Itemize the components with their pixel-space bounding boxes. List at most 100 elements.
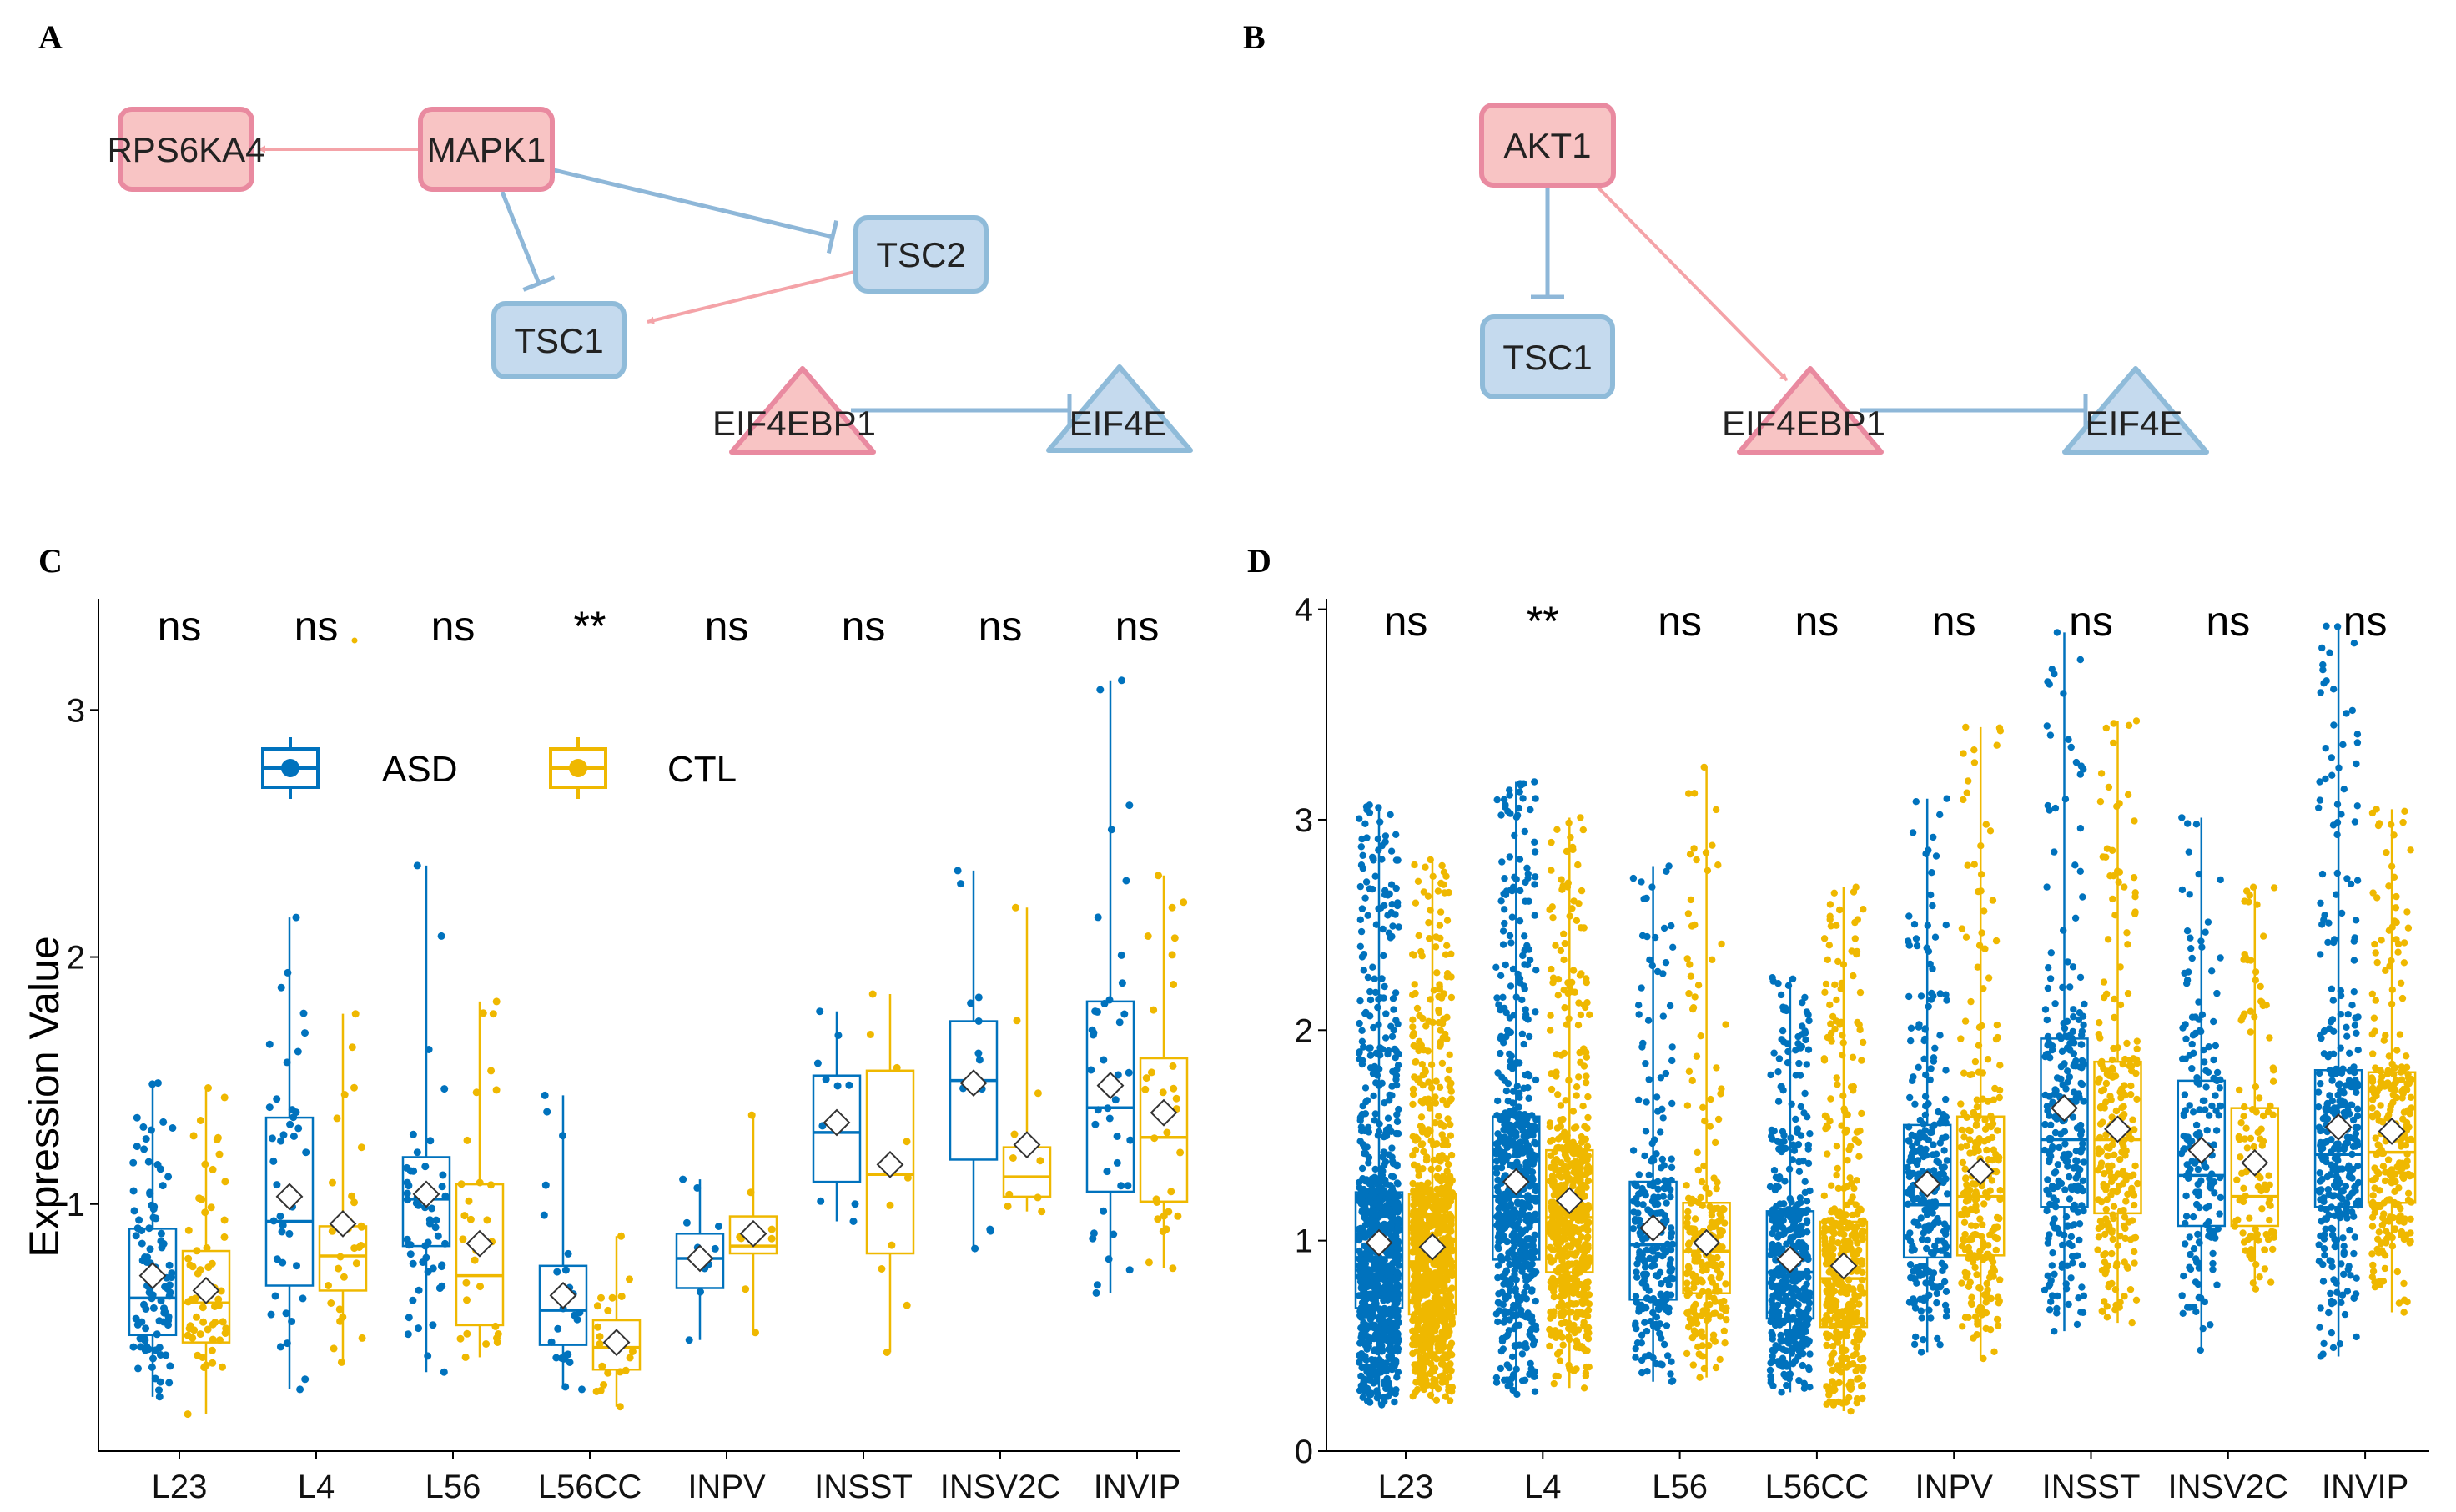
data-point bbox=[1584, 1113, 1592, 1122]
x-tick-label: INSV2C bbox=[940, 1469, 1061, 1505]
data-point bbox=[1548, 1085, 1556, 1093]
data-point bbox=[1504, 1029, 1512, 1037]
data-point bbox=[1144, 932, 1152, 940]
data-point bbox=[357, 1143, 365, 1152]
data-point bbox=[1820, 1192, 1828, 1200]
data-point bbox=[1423, 1153, 1431, 1161]
data-point bbox=[1838, 1344, 1846, 1352]
data-point bbox=[1774, 1243, 1782, 1251]
data-point bbox=[1561, 940, 1569, 947]
data-point bbox=[1432, 1099, 1440, 1107]
data-point bbox=[1839, 1039, 1847, 1047]
data-point bbox=[330, 1344, 338, 1353]
data-point bbox=[1792, 1115, 1799, 1123]
data-point bbox=[1859, 1228, 1867, 1235]
data-point bbox=[1395, 1050, 1402, 1058]
data-point bbox=[1091, 1120, 1100, 1128]
data-point bbox=[1698, 1178, 1706, 1186]
data-point bbox=[1376, 818, 1384, 826]
data-point bbox=[1778, 1389, 1785, 1396]
data-point bbox=[129, 1187, 138, 1195]
data-point bbox=[1585, 1300, 1593, 1308]
data-point bbox=[886, 1201, 894, 1209]
data-point bbox=[1633, 1299, 1641, 1306]
data-point bbox=[288, 1106, 296, 1114]
data-point bbox=[1419, 1278, 1427, 1287]
data-point bbox=[1380, 1148, 1387, 1156]
data-point bbox=[1438, 1059, 1447, 1067]
data-point bbox=[1446, 1051, 1453, 1059]
data-point bbox=[355, 1243, 364, 1251]
data-point bbox=[296, 1385, 304, 1394]
box-ctl-l56cc bbox=[1819, 883, 1869, 1415]
data-point bbox=[1529, 1340, 1538, 1349]
data-point bbox=[164, 1313, 173, 1321]
data-point bbox=[1499, 941, 1507, 948]
data-points bbox=[1141, 872, 1188, 1273]
data-point bbox=[1714, 1253, 1721, 1262]
data-point bbox=[1384, 1114, 1392, 1122]
data-point bbox=[147, 1126, 155, 1134]
data-point bbox=[149, 1354, 157, 1363]
data-point bbox=[1801, 1178, 1809, 1186]
data-point bbox=[1113, 1158, 1121, 1167]
data-point bbox=[1493, 994, 1501, 1002]
data-point bbox=[1170, 1084, 1178, 1093]
data-point bbox=[1531, 881, 1538, 888]
mean-diamond bbox=[466, 1229, 494, 1258]
data-point bbox=[1789, 1156, 1796, 1163]
data-point bbox=[432, 1216, 440, 1224]
data-point bbox=[1170, 934, 1179, 942]
data-point bbox=[540, 1211, 548, 1219]
data-points bbox=[813, 1007, 859, 1225]
data-point bbox=[1569, 1108, 1578, 1115]
data-point bbox=[1787, 1234, 1794, 1242]
data-point bbox=[1361, 1256, 1368, 1263]
data-point bbox=[1526, 1203, 1534, 1211]
data-point bbox=[151, 1374, 159, 1383]
data-point bbox=[1652, 1359, 1660, 1368]
data-point bbox=[1360, 1295, 1368, 1303]
node-tsc2 bbox=[853, 215, 989, 294]
data-point bbox=[1531, 838, 1538, 846]
data-point bbox=[1429, 1354, 1437, 1361]
data-point bbox=[1359, 1228, 1367, 1236]
data-point bbox=[1163, 1128, 1171, 1137]
data-point bbox=[1375, 1021, 1382, 1028]
data-point bbox=[1553, 826, 1561, 833]
data-point bbox=[1446, 1098, 1453, 1105]
data-point bbox=[1443, 917, 1452, 924]
data-point bbox=[1167, 1188, 1175, 1196]
data-point bbox=[1804, 1145, 1812, 1153]
data-point bbox=[1532, 967, 1540, 974]
data-point bbox=[1788, 1206, 1795, 1214]
data-point bbox=[1558, 1304, 1566, 1311]
data-point bbox=[1432, 1077, 1440, 1085]
data-point bbox=[1784, 1047, 1792, 1056]
data-point bbox=[1550, 1379, 1558, 1388]
data-point bbox=[1502, 803, 1509, 811]
data-point bbox=[974, 993, 983, 1002]
data-point bbox=[1418, 1360, 1426, 1368]
data-point bbox=[1645, 1171, 1653, 1179]
data-point bbox=[159, 1239, 168, 1248]
data-point bbox=[1374, 1003, 1382, 1012]
data-point bbox=[1644, 1017, 1653, 1024]
data-point bbox=[204, 1084, 212, 1092]
data-point bbox=[1409, 1100, 1417, 1108]
data-point bbox=[466, 1215, 475, 1223]
node-tsc2-label: TSC2 bbox=[876, 235, 965, 274]
data-points bbox=[1004, 903, 1046, 1216]
data-point bbox=[1357, 1372, 1365, 1380]
data-point bbox=[1826, 1398, 1834, 1406]
data-point bbox=[1501, 875, 1508, 882]
data-point bbox=[1855, 1300, 1863, 1308]
data-point bbox=[409, 1296, 417, 1304]
data-point bbox=[1410, 1314, 1418, 1321]
data-point bbox=[1531, 1182, 1539, 1190]
data-point bbox=[1562, 1097, 1569, 1104]
data-point bbox=[209, 1335, 217, 1344]
data-point bbox=[1392, 1359, 1400, 1367]
data-point bbox=[1492, 1374, 1501, 1382]
